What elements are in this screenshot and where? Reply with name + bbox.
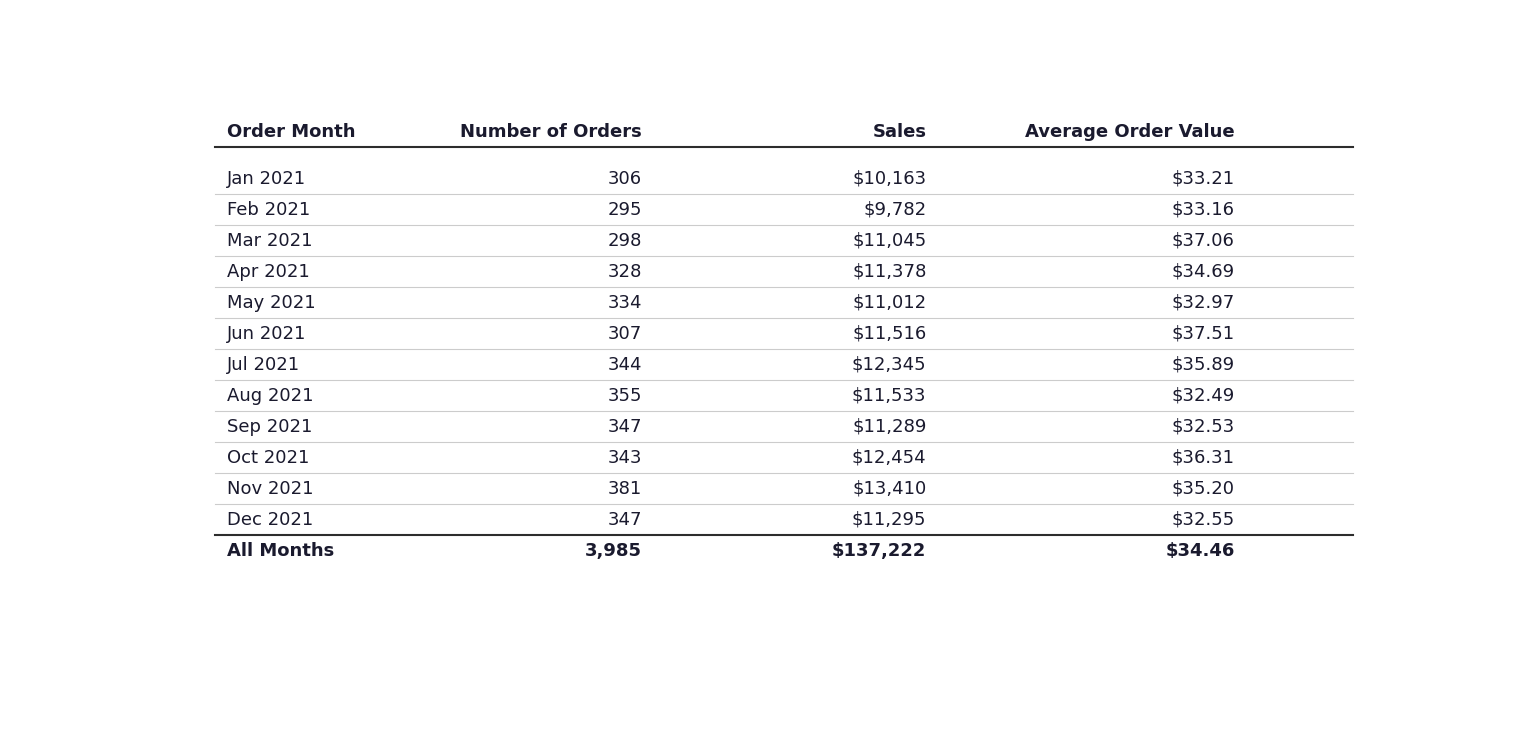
Text: 3,985: 3,985 — [584, 542, 643, 560]
Text: Feb 2021: Feb 2021 — [226, 201, 311, 219]
Text: $10,163: $10,163 — [852, 169, 926, 187]
Text: $11,045: $11,045 — [852, 231, 926, 250]
Text: Aug 2021: Aug 2021 — [226, 386, 314, 404]
Text: $32.55: $32.55 — [1172, 511, 1235, 529]
Text: 298: 298 — [607, 231, 643, 250]
Text: Sep 2021: Sep 2021 — [226, 418, 312, 436]
Text: $11,012: $11,012 — [852, 294, 926, 312]
Text: $11,289: $11,289 — [852, 418, 926, 436]
Text: $36.31: $36.31 — [1172, 449, 1235, 467]
Text: $35.89: $35.89 — [1172, 356, 1235, 374]
Text: Oct 2021: Oct 2021 — [226, 449, 309, 467]
Text: $137,222: $137,222 — [832, 542, 926, 560]
Text: $37.51: $37.51 — [1172, 325, 1235, 342]
Text: 295: 295 — [607, 201, 643, 219]
Text: $12,345: $12,345 — [852, 356, 926, 374]
Text: Dec 2021: Dec 2021 — [226, 511, 314, 529]
Text: 307: 307 — [607, 325, 643, 342]
Text: $11,533: $11,533 — [852, 386, 926, 404]
Text: All Months: All Months — [226, 542, 334, 560]
Text: 343: 343 — [607, 449, 643, 467]
Text: Jun 2021: Jun 2021 — [226, 325, 306, 342]
Text: $11,378: $11,378 — [852, 263, 926, 280]
Text: May 2021: May 2021 — [226, 294, 315, 312]
Text: 334: 334 — [607, 294, 643, 312]
Text: $32.97: $32.97 — [1172, 294, 1235, 312]
Text: $33.21: $33.21 — [1172, 169, 1235, 187]
Text: $32.53: $32.53 — [1172, 418, 1235, 436]
Text: 381: 381 — [607, 480, 643, 498]
Text: Order Month: Order Month — [226, 123, 355, 141]
Text: $34.69: $34.69 — [1172, 263, 1235, 280]
Text: $34.46: $34.46 — [1166, 542, 1235, 560]
Text: $33.16: $33.16 — [1172, 201, 1235, 219]
Text: $11,295: $11,295 — [852, 511, 926, 529]
Text: 306: 306 — [607, 169, 643, 187]
Text: $35.20: $35.20 — [1172, 480, 1235, 498]
Text: Number of Orders: Number of Orders — [461, 123, 643, 141]
Text: Mar 2021: Mar 2021 — [226, 231, 312, 250]
Text: 347: 347 — [607, 511, 643, 529]
Text: Average Order Value: Average Order Value — [1025, 123, 1235, 141]
Text: 355: 355 — [607, 386, 643, 404]
Text: 347: 347 — [607, 418, 643, 436]
Text: $11,516: $11,516 — [852, 325, 926, 342]
Text: $37.06: $37.06 — [1172, 231, 1235, 250]
Text: Jul 2021: Jul 2021 — [226, 356, 300, 374]
Text: $32.49: $32.49 — [1172, 386, 1235, 404]
Text: $12,454: $12,454 — [852, 449, 926, 467]
Text: Apr 2021: Apr 2021 — [226, 263, 309, 280]
Text: 328: 328 — [607, 263, 643, 280]
Text: $9,782: $9,782 — [863, 201, 926, 219]
Text: Nov 2021: Nov 2021 — [226, 480, 314, 498]
Text: Sales: Sales — [872, 123, 926, 141]
Text: $13,410: $13,410 — [852, 480, 926, 498]
Text: 344: 344 — [607, 356, 643, 374]
Text: Jan 2021: Jan 2021 — [226, 169, 306, 187]
